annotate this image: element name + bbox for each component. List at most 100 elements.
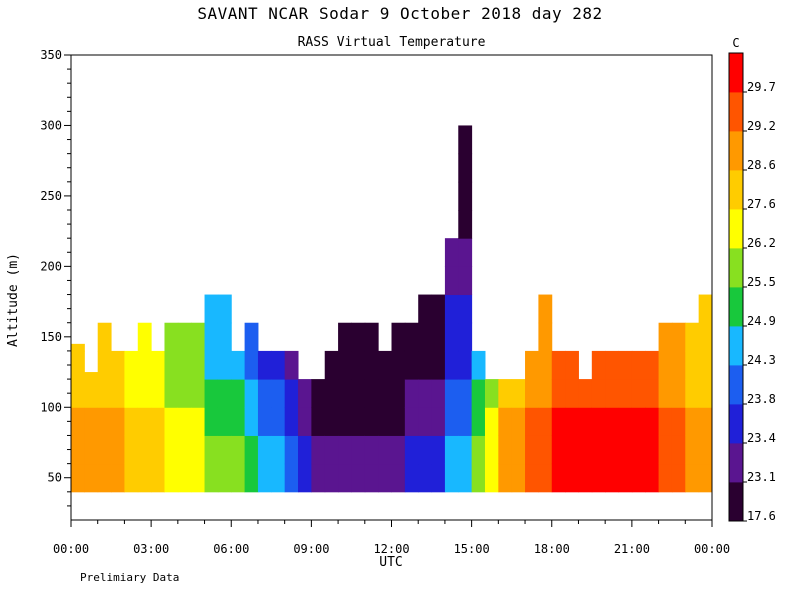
heatmap-cell xyxy=(538,350,553,380)
heatmap-cell xyxy=(97,350,112,380)
heatmap-cell xyxy=(458,435,473,465)
heatmap-cell xyxy=(284,407,299,436)
heatmap-cell xyxy=(685,407,700,436)
heatmap-cell xyxy=(111,350,125,380)
heatmap-cell xyxy=(685,322,700,352)
heatmap-cell xyxy=(698,463,713,493)
heatmap-cell xyxy=(658,435,673,465)
colorbar-swatch xyxy=(729,365,743,405)
heatmap-cell xyxy=(204,322,219,352)
heatmap-cell xyxy=(71,379,85,408)
heatmap-cell xyxy=(151,463,165,493)
heatmap-cell xyxy=(124,379,139,408)
heatmap-cell xyxy=(177,463,192,493)
x-tick-label: 18:00 xyxy=(534,542,570,556)
heatmap-cell xyxy=(525,435,539,465)
heatmap-cell xyxy=(391,463,406,493)
heatmap-cell xyxy=(591,379,606,408)
y-tick-label: 50 xyxy=(48,471,62,485)
heatmap-cell xyxy=(217,407,232,436)
heatmap-cell xyxy=(217,463,232,493)
heatmap-cell xyxy=(364,379,379,408)
x-axis-title: UTC xyxy=(379,555,402,570)
heatmap-cell xyxy=(458,125,473,155)
heatmap-cell xyxy=(431,294,446,324)
x-tick-label: 00:00 xyxy=(53,542,89,556)
y-tick-label: 350 xyxy=(40,48,62,62)
heatmap-cell xyxy=(324,407,339,436)
heatmap-cell xyxy=(217,379,232,408)
heatmap-cell xyxy=(578,463,593,493)
colorbar-swatch xyxy=(729,482,743,522)
heatmap-cell xyxy=(658,463,673,493)
heatmap-cell xyxy=(498,407,513,436)
heatmap-cell xyxy=(418,350,433,380)
heatmap-cell xyxy=(71,435,85,465)
heatmap-cell xyxy=(525,463,539,493)
heatmap-cell xyxy=(631,407,646,436)
heatmap-cell xyxy=(444,266,459,296)
heatmap-cell xyxy=(458,322,473,352)
heatmap-cell xyxy=(525,350,539,380)
heatmap-cell xyxy=(151,435,165,465)
heatmap-cell xyxy=(645,407,660,436)
chart-title: SAVANT NCAR Sodar 9 October 2018 day 282 xyxy=(197,4,603,23)
heatmap-cell xyxy=(471,379,486,408)
heatmap-cell xyxy=(97,322,112,352)
heatmap-cell xyxy=(204,435,219,465)
heatmap-cell xyxy=(391,350,406,380)
heatmap-cell xyxy=(605,407,620,436)
heatmap-cell xyxy=(271,350,286,380)
heatmap-cell xyxy=(111,463,125,493)
heatmap-cell xyxy=(444,322,459,352)
colorbar-label: 24.9 xyxy=(747,314,776,328)
colorbar-label: 26.2 xyxy=(747,236,776,250)
colorbar-swatch xyxy=(729,53,743,93)
heatmap-cell xyxy=(618,435,633,465)
heatmap-cell xyxy=(404,435,419,465)
heatmap-cell xyxy=(618,463,633,493)
heatmap-cell xyxy=(137,407,152,436)
heatmap-cell xyxy=(164,350,179,380)
heatmap-cell xyxy=(565,379,579,408)
heatmap-cell xyxy=(97,463,112,493)
heatmap-cell xyxy=(124,435,139,465)
heatmap-cell xyxy=(605,435,620,465)
heatmap-cell xyxy=(177,435,192,465)
heatmap-cell xyxy=(658,379,673,408)
heatmap-cell xyxy=(431,435,446,465)
colorbar-label: 28.6 xyxy=(747,158,776,172)
heatmap-cell xyxy=(217,350,232,380)
heatmap-cell xyxy=(645,350,660,380)
heatmap-cell xyxy=(271,379,286,408)
colorbar-swatch xyxy=(729,92,743,132)
heatmap-cell xyxy=(324,463,339,493)
heatmap-cell xyxy=(324,379,339,408)
colorbar-label: 23.1 xyxy=(747,470,776,484)
heatmap-cell xyxy=(351,322,366,352)
heatmap-cell xyxy=(364,407,379,436)
heatmap-cell xyxy=(364,435,379,465)
heatmap-cell xyxy=(605,350,620,380)
heatmap-cell xyxy=(444,435,459,465)
heatmap-cell xyxy=(244,379,259,408)
heatmap-cell xyxy=(351,435,366,465)
colorbar-swatch xyxy=(729,287,743,327)
colorbar-swatch xyxy=(729,209,743,249)
heatmap-cell xyxy=(685,379,700,408)
heatmap-cell xyxy=(217,435,232,465)
heatmap-cell xyxy=(151,379,165,408)
heatmap-cell xyxy=(538,294,553,324)
heatmap-cell xyxy=(618,379,633,408)
heatmap-cell xyxy=(631,379,646,408)
heatmap-cell xyxy=(578,407,593,436)
heatmap-cell xyxy=(565,435,579,465)
heatmap-cell xyxy=(111,435,125,465)
heatmap-cell xyxy=(551,463,566,493)
heatmap-cell xyxy=(391,322,406,352)
heatmap-cell xyxy=(698,379,713,408)
heatmap-cell xyxy=(618,407,633,436)
heatmap-cell xyxy=(418,435,433,465)
heatmap-cell xyxy=(191,350,206,380)
heatmap-cell xyxy=(591,463,606,493)
